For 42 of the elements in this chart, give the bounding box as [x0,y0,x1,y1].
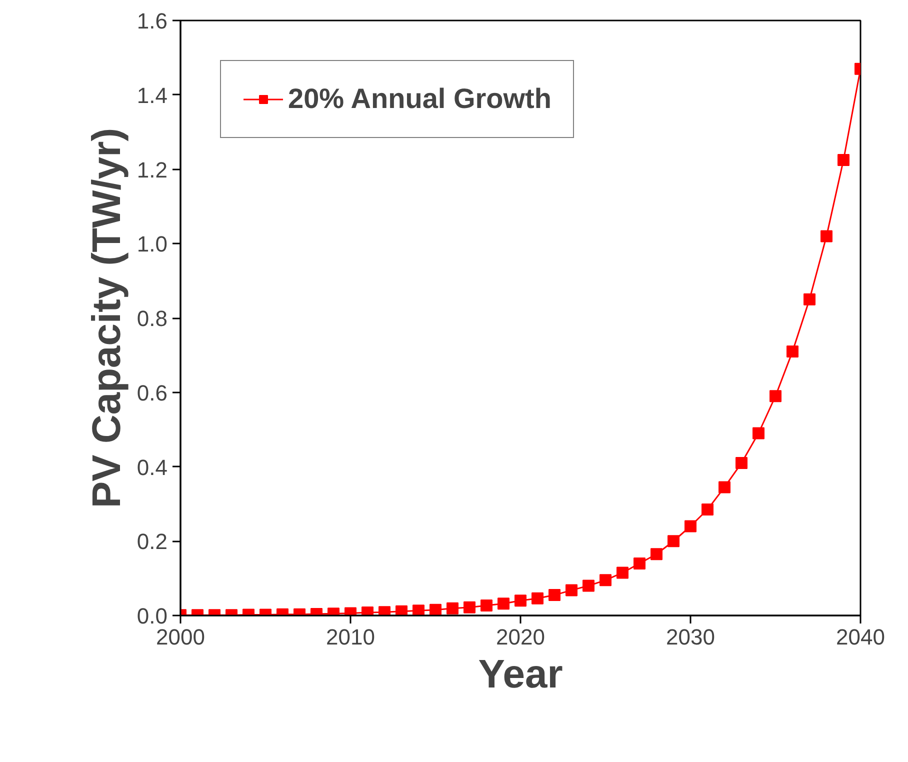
y-axis-title: PV Capacity (TW/yr) [84,128,129,508]
y-tick-label: 1.2 [136,157,168,182]
point [480,599,492,612]
y-tick-label: 1.6 [136,8,168,34]
y-tick-label: 1.4 [136,82,168,108]
point [582,580,594,592]
point [634,557,646,570]
point [396,605,408,616]
point [820,230,832,242]
point [498,598,510,610]
point [702,504,714,516]
point [548,589,560,602]
x-tick-label: 2040 [836,624,885,650]
point [770,390,782,402]
point [566,584,578,596]
x-tick-label: 2030 [666,624,715,650]
point [786,345,798,358]
x-axis-title: Year [478,652,563,696]
y-tick-label: 0.6 [136,380,168,406]
y-tick-label: 0.4 [136,454,168,480]
x-tick-label: 2010 [326,624,375,650]
point [514,594,526,607]
point [752,427,764,440]
y-tick-label: 1.0 [136,232,168,257]
point [838,154,850,166]
point [600,574,612,586]
point [412,604,424,616]
point [804,293,816,306]
point [668,535,680,548]
point [684,520,696,532]
point [430,604,442,616]
x-tick-label: 2020 [496,624,545,650]
point [616,566,628,579]
point [464,601,476,614]
legend-label: 20% Annual Growth [288,83,552,115]
point [718,481,730,494]
point [650,548,662,560]
point [446,602,458,614]
y-tick-label: 0.8 [136,306,168,331]
y-tick-label: 0.2 [136,529,168,554]
point [532,592,544,604]
point [736,457,748,470]
